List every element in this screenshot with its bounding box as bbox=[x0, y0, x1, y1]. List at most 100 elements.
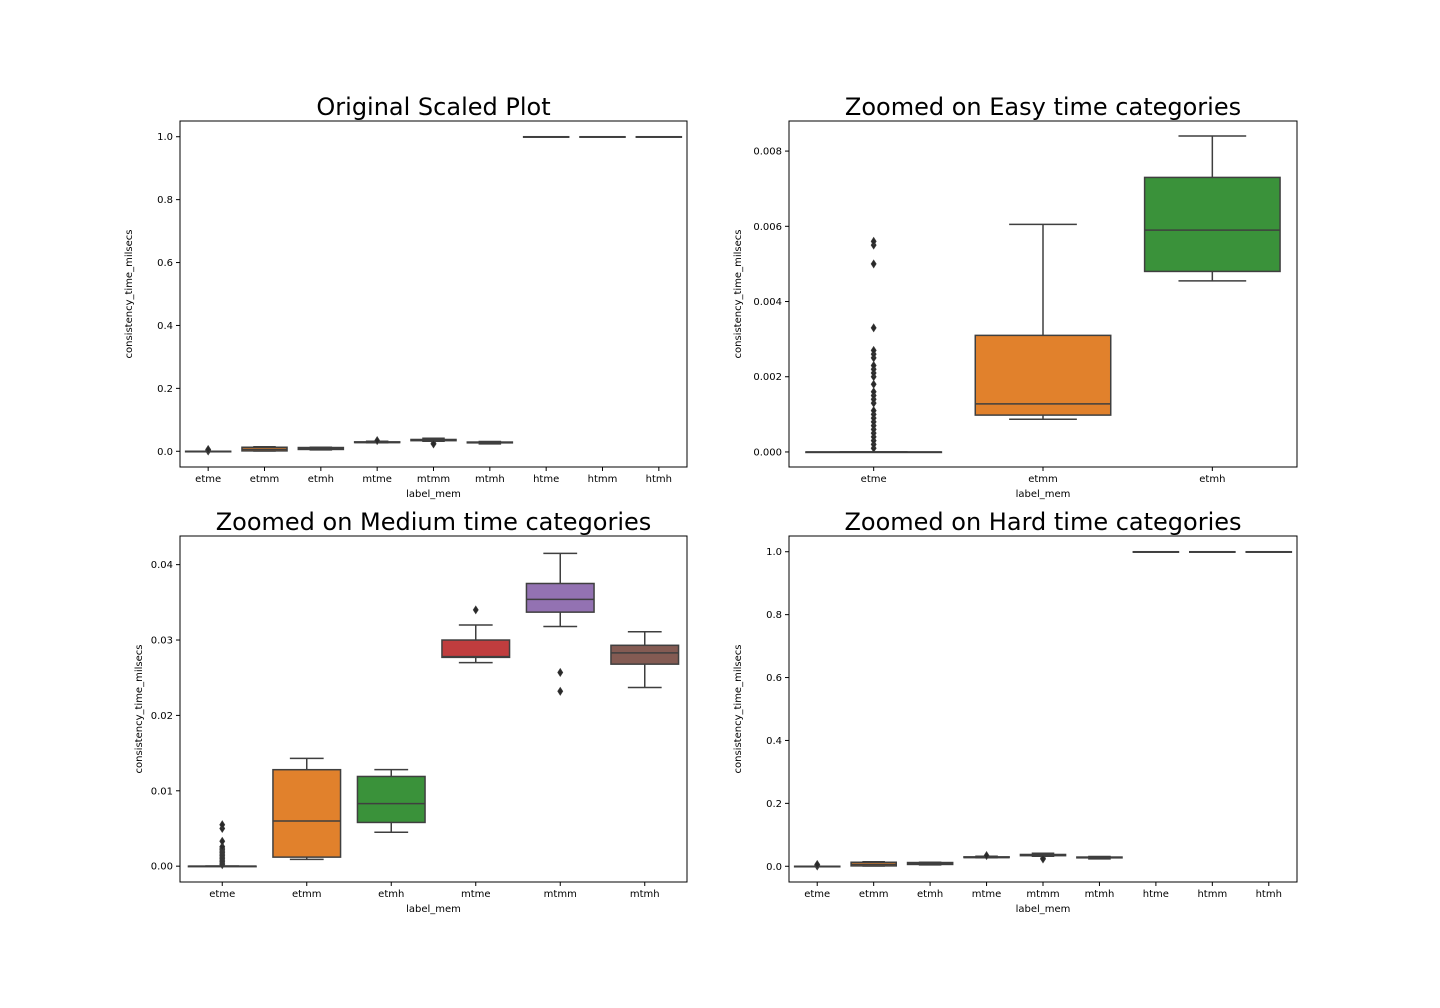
outlier-point bbox=[472, 605, 479, 615]
outlier-point bbox=[219, 836, 226, 846]
y-tick-label: 0.000 bbox=[753, 447, 782, 458]
box-htmh bbox=[635, 135, 683, 138]
outlier-point bbox=[1040, 854, 1046, 864]
chart-title: Zoomed on Hard time categories bbox=[844, 508, 1241, 536]
box-iqr bbox=[525, 582, 595, 613]
y-tick-label: 0.8 bbox=[157, 195, 173, 206]
x-tick-label: etmh bbox=[917, 889, 943, 900]
x-tick-label: htme bbox=[1143, 889, 1169, 900]
y-tick-label: 0.2 bbox=[766, 799, 782, 810]
outlier-point bbox=[870, 259, 877, 269]
box-mtmh bbox=[466, 440, 514, 445]
y-tick-label: 0.8 bbox=[766, 610, 782, 621]
x-tick-label: mtme bbox=[461, 889, 491, 900]
y-axis-label: consistency_time_milsecs bbox=[124, 230, 135, 359]
outlier-point bbox=[557, 667, 564, 677]
box-iqr bbox=[356, 775, 426, 824]
box-mtmm bbox=[525, 552, 595, 696]
y-tick-label: 0.004 bbox=[753, 297, 782, 308]
box-iqr bbox=[974, 334, 1112, 416]
y-tick-label: 0.0 bbox=[766, 862, 782, 873]
x-tick-label: mtme bbox=[362, 474, 392, 485]
y-tick-label: 0.03 bbox=[151, 636, 173, 647]
box-htmm bbox=[1189, 550, 1236, 553]
x-axis-label: label_mem bbox=[406, 904, 461, 915]
box-htmh bbox=[1245, 550, 1293, 553]
outlier-point bbox=[219, 820, 226, 830]
x-tick-label: etme bbox=[195, 474, 221, 485]
subplot-4: Zoomed on Hard time categories 0.0 0.2 0.4 0… bbox=[733, 508, 1298, 915]
outlier-point bbox=[374, 436, 381, 446]
box-iqr bbox=[1143, 176, 1281, 273]
x-tick-label: etmh bbox=[308, 474, 334, 485]
x-tick-label: mtme bbox=[972, 889, 1002, 900]
box-etme bbox=[805, 236, 943, 454]
y-tick-label: 0.008 bbox=[753, 147, 782, 158]
y-tick-label: 0.002 bbox=[753, 372, 782, 383]
x-tick-label: htme bbox=[533, 474, 559, 485]
x-tick-label: etmh bbox=[1199, 474, 1225, 485]
plot-frame bbox=[179, 535, 688, 883]
x-tick-label: htmh bbox=[646, 474, 672, 485]
y-axis-label: consistency_time_milsecs bbox=[733, 645, 744, 774]
y-tick-label: 0.4 bbox=[766, 736, 782, 747]
x-tick-label: etmm bbox=[1028, 474, 1058, 485]
y-tick-label: 0.00 bbox=[151, 862, 173, 873]
plot-frame bbox=[179, 120, 688, 468]
x-axis-label: label_mem bbox=[406, 489, 461, 500]
x-tick-label: mtmh bbox=[475, 474, 505, 485]
box-etme bbox=[793, 859, 841, 871]
y-tick-label: 0.02 bbox=[151, 711, 173, 722]
box-etmh bbox=[356, 768, 426, 833]
outlier-point bbox=[430, 439, 437, 449]
x-axis-label: label_mem bbox=[1016, 904, 1071, 915]
y-tick-label: 1.0 bbox=[157, 132, 173, 143]
x-tick-label: etmm bbox=[292, 889, 322, 900]
box-mtmm bbox=[410, 437, 457, 449]
outlier-point bbox=[557, 686, 564, 696]
x-tick-label: mtmh bbox=[630, 889, 660, 900]
y-tick-label: 0.04 bbox=[151, 560, 173, 571]
x-tick-label: mtmm bbox=[544, 889, 577, 900]
y-tick-label: 0.0 bbox=[157, 447, 173, 458]
x-tick-label: htmm bbox=[588, 474, 618, 485]
outlier-point bbox=[219, 842, 226, 852]
subplot-2: Zoomed on Easy time categories 0.000 0.002… bbox=[733, 93, 1298, 500]
x-tick-label: etme bbox=[804, 889, 830, 900]
outlier-point bbox=[870, 379, 877, 389]
x-tick-label: etmh bbox=[378, 889, 404, 900]
box-mtme bbox=[353, 436, 401, 446]
box-iqr bbox=[441, 639, 511, 659]
outlier-point bbox=[870, 323, 877, 333]
chart-title: Original Scaled Plot bbox=[316, 93, 550, 121]
x-tick-label: etme bbox=[861, 474, 887, 485]
x-tick-label: mtmm bbox=[1026, 889, 1059, 900]
outlier-point bbox=[814, 859, 821, 870]
box-htme bbox=[522, 135, 570, 138]
y-tick-label: 0.4 bbox=[157, 321, 173, 332]
outlier-point bbox=[870, 345, 877, 355]
subplot-1: Original Scaled Plot 0.0 0.2 0.4 0.6 0.8 1.0 et… bbox=[124, 93, 688, 500]
plot-frame bbox=[788, 535, 1298, 883]
plot-frame bbox=[788, 120, 1298, 468]
box-iqr bbox=[272, 768, 342, 858]
box-htme bbox=[1132, 550, 1180, 553]
x-axis-label: label_mem bbox=[1016, 489, 1071, 500]
outlier-point bbox=[870, 360, 877, 371]
outlier-point bbox=[870, 387, 877, 397]
outlier-point bbox=[205, 444, 212, 455]
box-etmm bbox=[974, 223, 1112, 420]
box-etmm bbox=[850, 861, 897, 867]
y-tick-label: 0.006 bbox=[753, 222, 782, 233]
y-tick-label: 0.6 bbox=[157, 258, 173, 269]
box-mtmh bbox=[610, 630, 680, 689]
box-etmm bbox=[241, 446, 288, 452]
x-tick-label: htmm bbox=[1197, 889, 1227, 900]
outlier-point bbox=[983, 851, 990, 861]
chart-title: Zoomed on Medium time categories bbox=[216, 508, 652, 536]
box-mtme bbox=[441, 605, 511, 664]
box-etmh bbox=[1143, 135, 1281, 282]
box-htmm bbox=[579, 135, 626, 138]
y-tick-label: 0.01 bbox=[151, 786, 173, 797]
